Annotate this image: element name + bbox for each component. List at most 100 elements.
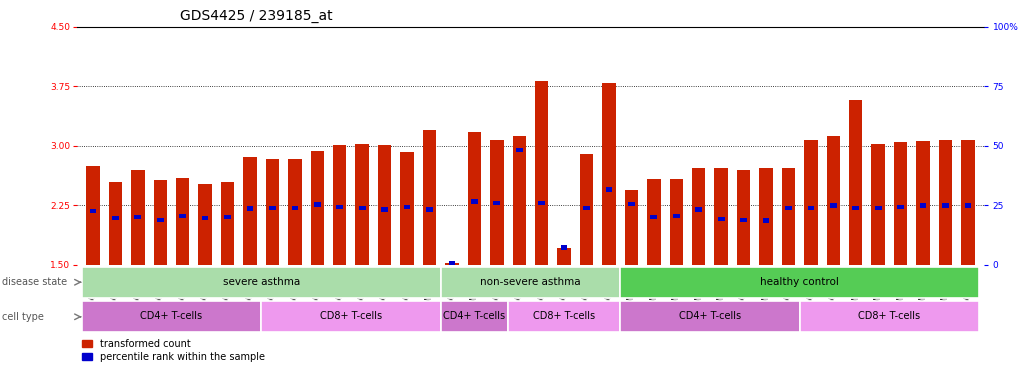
Bar [853,205,859,210]
Text: CD4+ T-cells: CD4+ T-cells [443,311,506,321]
Bar [333,145,346,265]
Bar [358,205,366,210]
Bar [938,141,953,265]
Bar [782,168,795,265]
Bar [445,263,458,265]
Bar [220,182,234,265]
Bar [603,83,616,265]
Bar [468,132,481,265]
Bar [849,100,862,265]
Bar [871,144,885,265]
Bar [243,157,256,265]
Bar [314,202,320,207]
Bar [508,301,620,332]
Bar [199,184,212,265]
Bar [964,203,971,208]
Bar [897,205,904,209]
Bar [942,203,949,208]
Bar [108,182,123,265]
Bar [381,207,388,212]
Bar [157,217,164,222]
Bar [695,207,702,212]
Bar [202,216,208,220]
Bar [378,145,391,265]
Bar [311,151,324,265]
Bar [917,141,930,265]
Bar [874,205,882,210]
Bar [692,168,706,265]
Bar [516,148,522,152]
Text: CD4+ T-cells: CD4+ T-cells [679,311,741,321]
Bar [422,130,437,265]
Bar [670,179,683,265]
Bar [471,199,478,204]
Bar [736,170,750,265]
Bar [539,201,545,205]
Bar [741,217,747,222]
Bar [513,136,526,265]
Bar [560,245,568,250]
Bar [262,301,441,332]
Bar [288,159,302,265]
Bar [246,206,253,211]
Text: healthy control: healthy control [760,276,839,286]
Bar [153,180,167,265]
Bar [606,187,613,192]
Text: non-severe asthma: non-severe asthma [480,276,581,286]
Bar [651,215,657,220]
Bar [894,142,907,265]
Bar [269,205,276,210]
Bar [718,217,724,221]
Bar [535,81,548,265]
Bar [827,136,840,265]
Bar [759,168,772,265]
Bar [404,205,410,209]
Bar [580,154,593,265]
Bar [81,267,441,298]
Bar [961,139,974,265]
Text: CD8+ T-cells: CD8+ T-cells [534,311,595,321]
Bar [426,207,433,212]
Bar [624,190,639,265]
Bar [441,267,620,298]
Text: CD8+ T-cells: CD8+ T-cells [320,311,382,321]
Bar [804,141,818,265]
Bar [176,178,190,265]
Bar [628,202,634,206]
Bar [401,152,414,265]
Text: disease state: disease state [2,277,67,287]
Bar [87,166,100,265]
Bar [81,301,262,332]
Bar [620,301,799,332]
Text: severe asthma: severe asthma [222,276,300,286]
Text: CD8+ T-cells: CD8+ T-cells [858,311,921,321]
Bar [785,205,792,210]
Bar [337,205,343,209]
Bar [112,216,118,220]
Bar [90,209,97,213]
Legend: transformed count, percentile rank within the sample: transformed count, percentile rank withi… [82,339,265,362]
Bar [673,214,680,218]
Bar [799,301,980,332]
Bar [448,261,455,265]
Bar [131,170,144,265]
Bar [441,301,508,332]
Bar [493,201,501,205]
Text: cell type: cell type [2,312,44,322]
Bar [355,144,369,265]
Bar [920,203,926,208]
Bar [620,267,980,298]
Text: CD4+ T-cells: CD4+ T-cells [140,311,203,321]
Bar [266,159,279,265]
Bar [647,179,660,265]
Bar [490,141,504,265]
Bar [557,248,571,265]
Bar [583,205,590,210]
Bar [762,218,769,223]
Bar [830,203,836,208]
Bar [225,215,231,220]
Bar [808,205,815,210]
Bar [715,168,728,265]
Bar [291,205,299,210]
Bar [179,214,186,218]
